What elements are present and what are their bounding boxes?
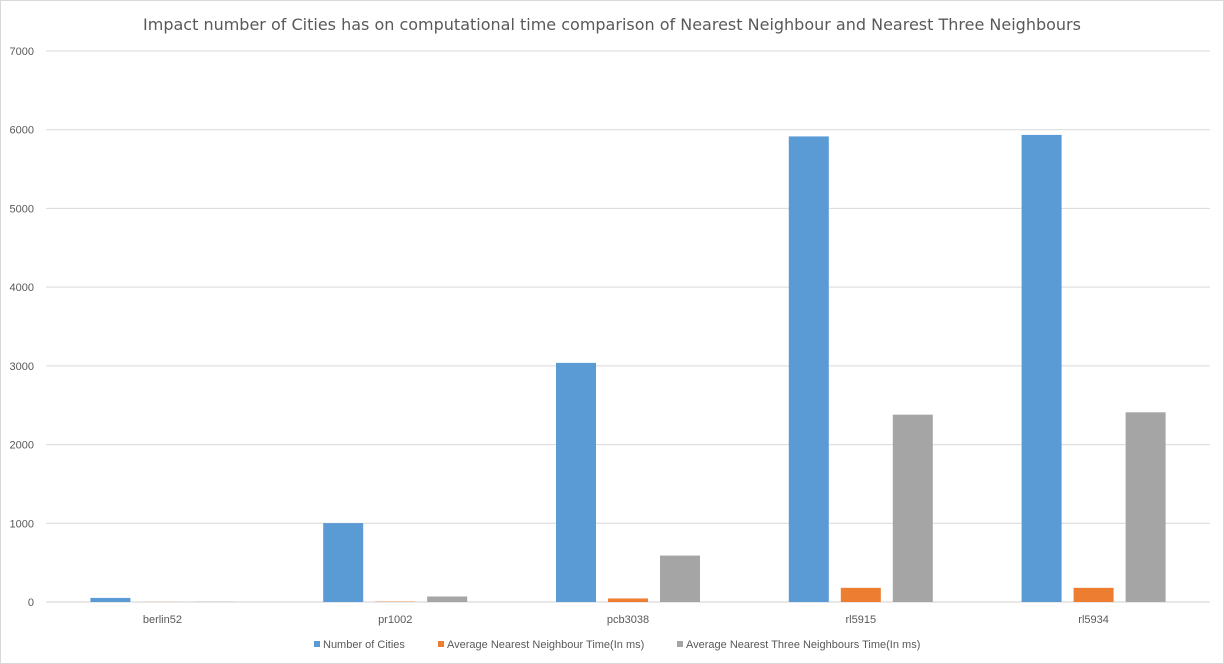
y-tick-label: 0 [28,597,34,609]
x-tick-label: rl5915 [846,614,877,626]
legend: Number of Cities Average Nearest Neighbou… [314,639,920,651]
y-tick-label: 3000 [10,361,34,373]
x-tick-label: berlin52 [143,614,182,626]
y-tick-label: 2000 [10,440,34,452]
bar [788,136,829,602]
bar [660,555,700,602]
bars [90,134,1166,602]
y-axis-ticks: 0 1000 2000 3000 4000 5000 6000 7000 [10,46,34,609]
bar [1021,134,1062,602]
bar [1125,412,1166,602]
legend-label: Number of Cities [323,639,405,651]
bar [90,597,131,602]
legend-label: Average Nearest Neighbour Time(In ms) [447,639,644,651]
legend-swatch [438,641,444,647]
bar [892,414,933,602]
bar [608,598,648,602]
bar [1073,587,1114,602]
y-tick-label: 1000 [10,518,34,530]
y-tick-label: 7000 [10,46,34,58]
chart-title: Impact number of Cities has on computati… [143,15,1081,34]
bar [840,587,881,602]
legend-label: Average Nearest Three Neighbours Time(In… [686,639,920,651]
bar [427,596,468,602]
x-axis-ticks: berlin52 pr1002 pcb3038 rl5915 rl5934 [143,614,1109,626]
gridlines [46,50,1210,603]
legend-swatch [314,641,320,647]
x-tick-label: pr1002 [378,614,412,626]
bar [556,362,596,602]
x-tick-label: rl5934 [1078,614,1109,626]
y-tick-label: 4000 [10,282,34,294]
x-tick-label: pcb3038 [607,614,649,626]
legend-swatch [677,641,683,647]
bar [323,523,364,602]
y-tick-label: 6000 [10,125,34,137]
y-tick-label: 5000 [10,203,34,215]
